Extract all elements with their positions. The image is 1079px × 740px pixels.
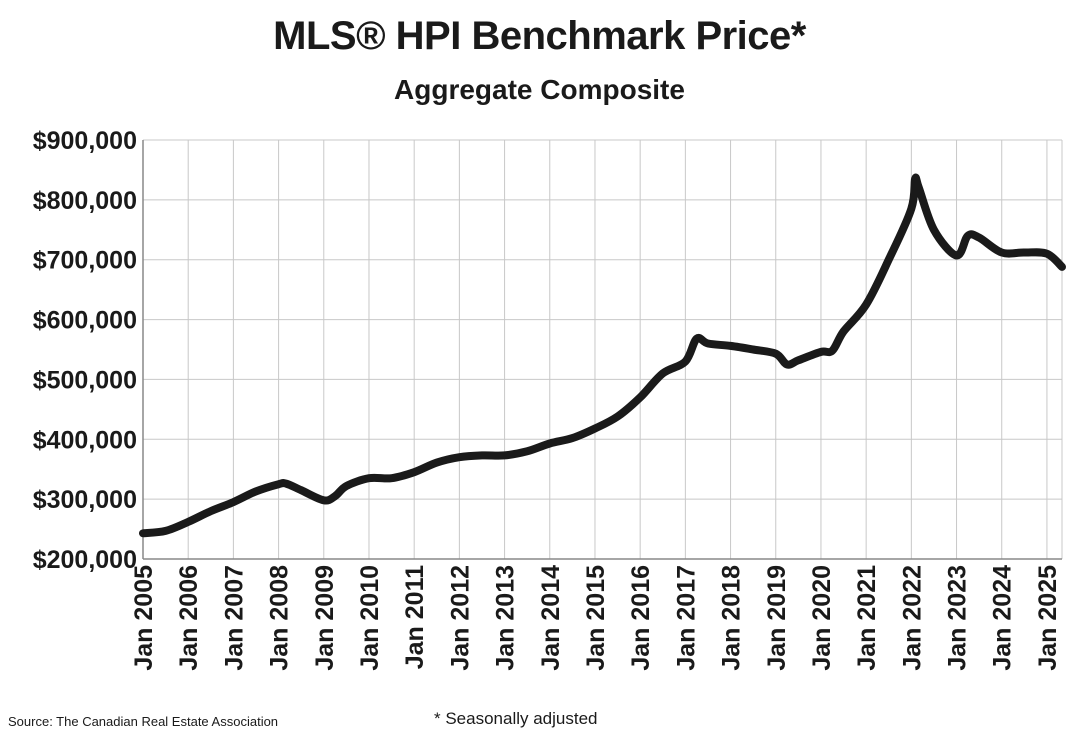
x-tick-label: Jan 2023 (944, 565, 972, 671)
x-tick-label: Jan 2007 (220, 565, 248, 671)
x-tick-label: Jan 2012 (446, 565, 474, 671)
x-tick-label: Jan 2018 (718, 565, 746, 671)
chart-subtitle: Aggregate Composite (394, 74, 685, 105)
x-tick-label: Jan 2025 (1034, 565, 1062, 671)
y-tick-label: $700,000 (33, 247, 137, 275)
x-tick-label: Jan 2016 (627, 565, 655, 671)
y-tick-label: $600,000 (33, 307, 137, 335)
x-tick-label: Jan 2021 (853, 565, 881, 671)
y-tick-label: $800,000 (33, 187, 137, 215)
source-note: Source: The Canadian Real Estate Associa… (8, 714, 279, 729)
x-tick-label: Jan 2008 (266, 565, 294, 671)
x-tick-label: Jan 2017 (672, 565, 700, 671)
x-tick-label: Jan 2010 (356, 565, 384, 671)
x-tick-label: Jan 2020 (808, 565, 836, 671)
x-tick-label: Jan 2006 (175, 565, 203, 671)
y-tick-label: $400,000 (33, 426, 137, 454)
y-axis-ticks: $200,000 $300,000 $400,000 $500,000 $600,000… (33, 127, 137, 574)
x-tick-label: Jan 2009 (311, 565, 339, 671)
y-tick-label: $200,000 (33, 546, 137, 574)
x-tick-label: Jan 2011 (401, 565, 429, 669)
x-tick-label: Jan 2015 (582, 565, 610, 671)
x-tick-label: Jan 2005 (130, 565, 158, 671)
series-line (139, 173, 1066, 538)
y-tick-label: $500,000 (33, 366, 137, 394)
x-tick-label: Jan 2013 (492, 565, 520, 671)
y-tick-label: $900,000 (33, 127, 137, 155)
grid (142, 139, 1063, 560)
x-tick-label: Jan 2014 (537, 565, 565, 671)
x-tick-label: Jan 2019 (763, 565, 791, 671)
y-tick-label: $300,000 (33, 486, 137, 514)
chart-title: MLS® HPI Benchmark Price* (273, 14, 806, 58)
footnote: * Seasonally adjusted (434, 709, 598, 728)
series-layer (139, 173, 1066, 538)
x-tick-label: Jan 2022 (898, 565, 926, 671)
x-tick-label: Jan 2024 (989, 565, 1017, 671)
x-axis-ticks: Jan 2005 Jan 2006 Jan 2007 Jan 2008 Jan 2009… (130, 565, 1062, 671)
